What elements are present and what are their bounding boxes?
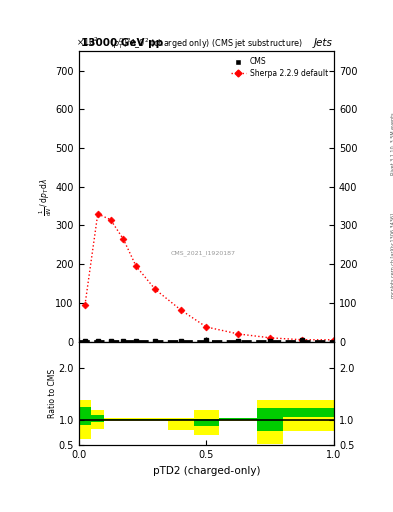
Text: 13000 GeV pp: 13000 GeV pp (81, 38, 163, 49)
Y-axis label: $\frac{1}{\mathrm{d}N}\,/\,\mathrm{d}p_T\,\mathrm{d}\lambda$: $\frac{1}{\mathrm{d}N}\,/\,\mathrm{d}p_T… (38, 177, 54, 216)
Text: mcplots.cern.ch [arXiv:1306.3436]: mcplots.cern.ch [arXiv:1306.3436] (391, 214, 393, 298)
X-axis label: pTD2 (charged-only): pTD2 (charged-only) (152, 466, 260, 476)
Text: Jets: Jets (313, 38, 332, 49)
Text: CMS_2021_I1920187: CMS_2021_I1920187 (171, 250, 235, 256)
Text: $\times$10$^2$: $\times$10$^2$ (76, 36, 99, 48)
Legend: CMS, Sherpa 2.2.9 default: CMS, Sherpa 2.2.9 default (228, 55, 330, 80)
Y-axis label: Ratio to CMS: Ratio to CMS (48, 369, 57, 418)
Title: $(p_T^D)^2\lambda\_0^2$ (charged only) (CMS jet substructure): $(p_T^D)^2\lambda\_0^2$ (charged only) (… (110, 36, 303, 51)
Text: Rivet 3.1.10, 3.5M events: Rivet 3.1.10, 3.5M events (391, 112, 393, 175)
